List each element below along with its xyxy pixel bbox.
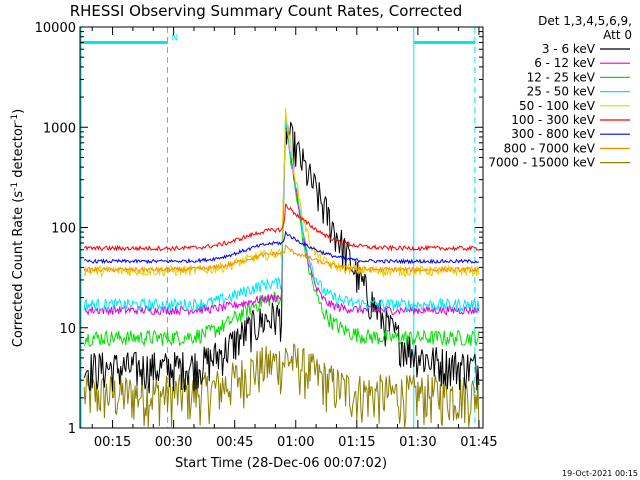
x-tick-label: 00:15: [94, 435, 131, 450]
axes: 1 10 100 1000 10000 00:15 00:30 00:45 01:00 01:15…: [35, 21, 498, 450]
legend-header-1: Det 1,3,4,5,6,9,: [538, 14, 632, 28]
y-axis-label-mid: detector: [11, 122, 26, 182]
series-line: [83, 244, 480, 274]
legend-label: 25 - 50 keV: [527, 85, 596, 99]
y-tick-label: 1: [68, 422, 76, 437]
x-tick-label: 01:15: [338, 435, 375, 450]
y-axis-label-end: ): [11, 109, 26, 114]
y-tick-label: 10000: [35, 21, 76, 36]
x-tick-label: 00:45: [216, 435, 253, 450]
night-label: N: [172, 34, 179, 44]
legend-label: 6 - 12 keV: [534, 56, 596, 70]
chart-title: RHESSI Observing Summary Count Rates, Co…: [70, 2, 463, 20]
legend-header-2: Att 0: [603, 28, 632, 42]
y-axis-label: Corrected Count Rate (s-1 detector-1): [10, 109, 26, 347]
x-tick-label: 01:00: [277, 435, 314, 450]
legend-label: 3 - 6 keV: [542, 42, 596, 56]
x-tick-label: 01:45: [460, 435, 497, 450]
observing-markers: N: [80, 27, 476, 428]
series-line: [83, 108, 480, 278]
y-axis-label-sup1: -1: [10, 182, 20, 191]
plot-frame: [79, 26, 484, 429]
y-axis-label-main: Corrected Count Rate (s: [11, 191, 26, 348]
x-tick-label: 01:30: [399, 435, 436, 450]
footer-timestamp: 19-Oct-2021 00:15: [562, 469, 638, 478]
y-axis-label-sup2: -1: [10, 114, 20, 123]
legend-label: 800 - 7000 keV: [504, 141, 596, 155]
series-layer: [83, 108, 480, 428]
y-tick-label: 10: [59, 322, 76, 337]
x-tick-label: 00:30: [155, 435, 192, 450]
series-line: [83, 230, 479, 265]
legend-label: 300 - 800 keV: [511, 127, 595, 141]
legend-label: 12 - 25 keV: [527, 70, 596, 84]
y-tick-label: 1000: [43, 121, 76, 136]
legend-label: 50 - 100 keV: [519, 99, 596, 113]
legend-label: 7000 - 15000 keV: [488, 156, 595, 170]
series-line: [83, 203, 480, 252]
x-axis-label: Start Time (28-Dec-06 00:07:02): [175, 456, 387, 471]
series-line: [83, 116, 480, 394]
series-line: [83, 114, 480, 313]
y-tick-label: 100: [51, 222, 76, 237]
series-line: [83, 343, 480, 428]
legend-label: 100 - 300 keV: [511, 113, 595, 127]
